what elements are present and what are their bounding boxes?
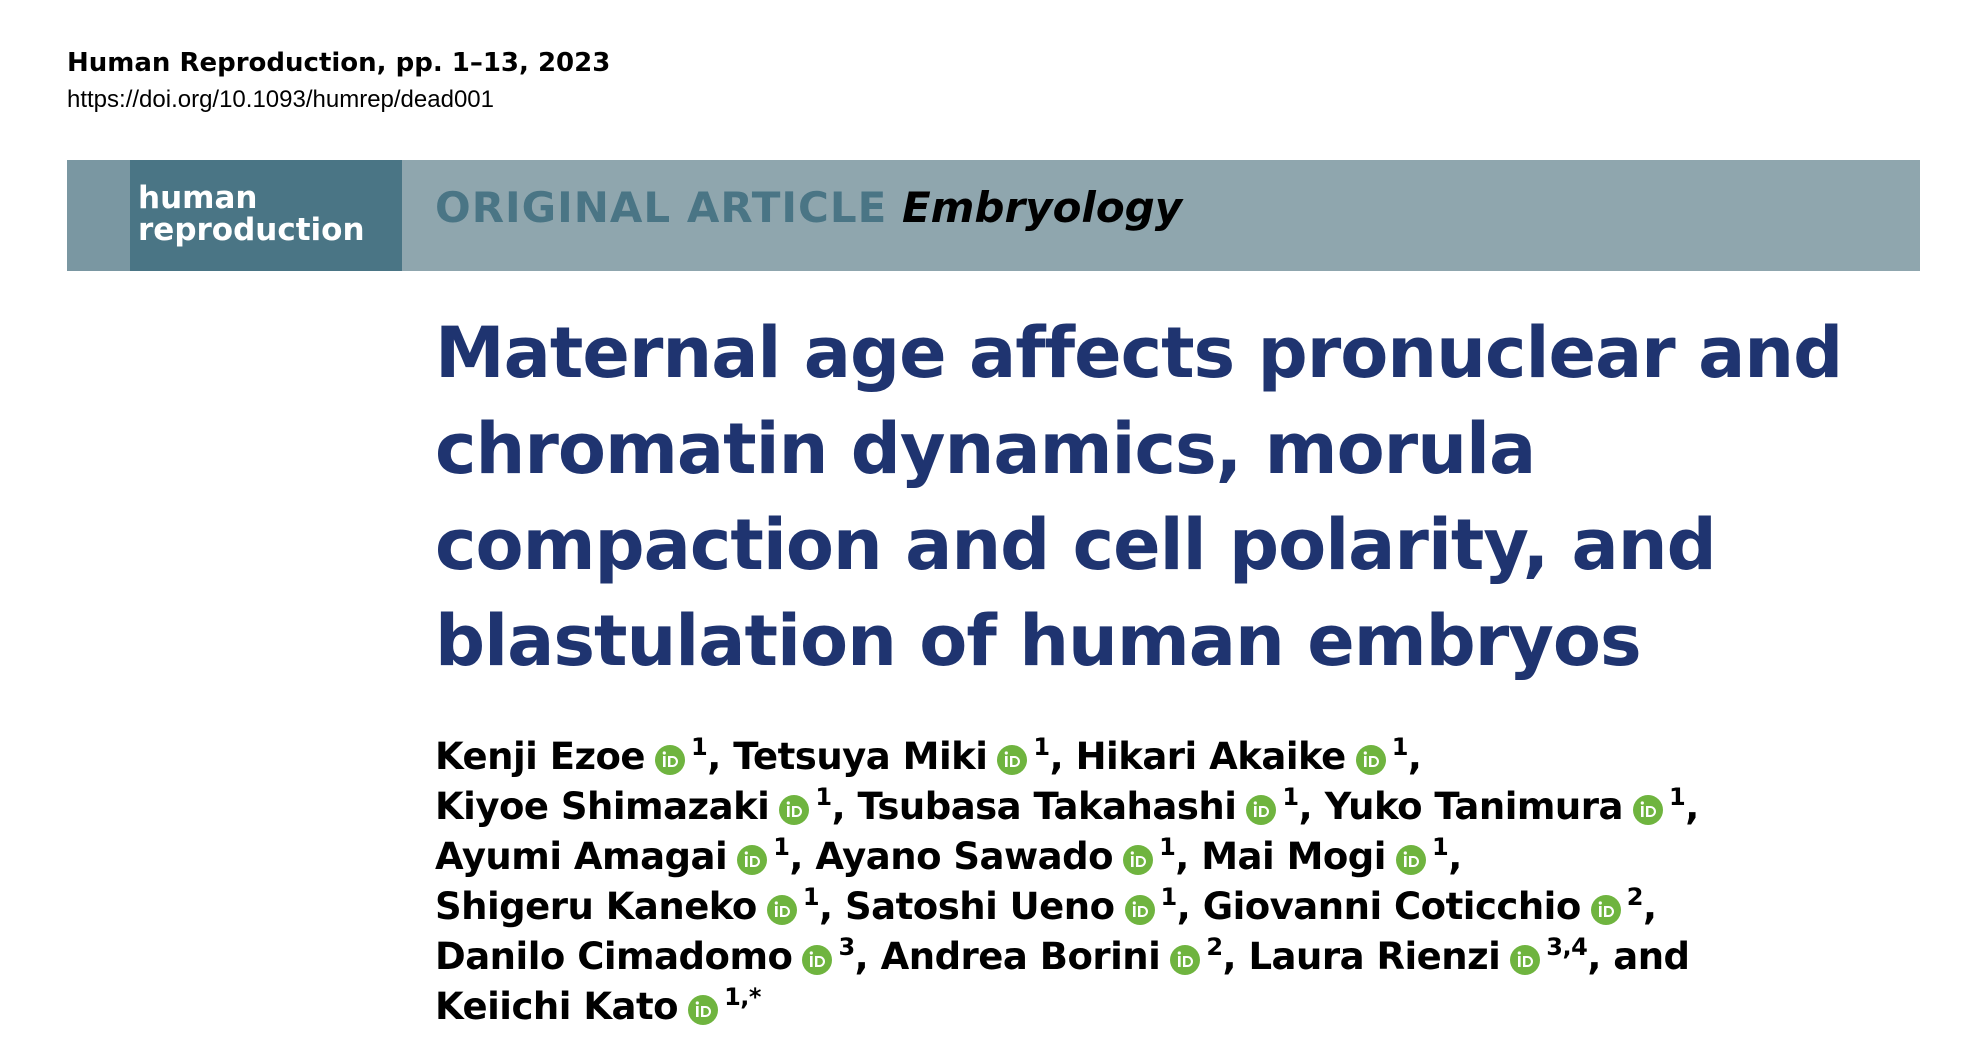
orcid-icon[interactable]	[1510, 945, 1541, 975]
affiliation: 1	[1033, 733, 1050, 761]
orcid-icon[interactable]	[655, 745, 686, 775]
separator: ,	[1176, 885, 1191, 928]
author-name: Giovanni Coticchio	[1202, 885, 1582, 928]
title-line: blastulation of human embryos	[435, 600, 1642, 682]
author-line: Kiyoe Shimazaki 1, Tsubasa Takahashi 1, Yu…	[435, 782, 1699, 832]
affiliation: 3,4	[1546, 933, 1588, 961]
orcid-icon[interactable]	[1123, 845, 1154, 875]
logo-line: reproduction	[138, 212, 365, 248]
section-label: ORIGINAL ARTICLE Embryology	[435, 183, 1182, 232]
orcid-icon[interactable]	[1170, 945, 1201, 975]
author-name: Shigeru Kaneko	[435, 885, 757, 928]
logo-line: human	[138, 180, 258, 216]
affiliation: 1	[1391, 733, 1409, 761]
orcid-icon[interactable]	[1395, 845, 1426, 875]
title-line: compaction and cell polarity, and	[435, 504, 1717, 586]
affiliation: 1	[815, 783, 832, 811]
separator: ,	[854, 935, 869, 978]
separator: ,	[1049, 735, 1064, 778]
affiliation: 1	[1160, 883, 1178, 911]
affiliation: 1	[1669, 783, 1686, 811]
author-name: Satoshi Ueno	[844, 885, 1115, 928]
affiliation: 1	[691, 733, 708, 761]
separator: ,	[789, 835, 803, 878]
journal-citation: Human Reproduction, pp. 1–13, 2023	[67, 48, 611, 78]
author-name: Laura Rienzi	[1248, 935, 1501, 978]
author-name: Kenji Ezoe	[435, 735, 646, 778]
orcid-icon[interactable]	[1355, 745, 1386, 775]
separator: ,	[1685, 785, 1699, 828]
separator: , and	[1587, 935, 1690, 978]
author-name: Yuko Tanimura	[1324, 785, 1624, 828]
author-line: Shigeru Kaneko 1, Satoshi Ueno 1, Giovanni…	[435, 882, 1699, 932]
orcid-icon[interactable]	[1633, 795, 1663, 825]
doi-link[interactable]: https://doi.org/10.1093/humrep/dead001	[67, 86, 494, 113]
author-name: Tetsuya Miki	[733, 735, 988, 778]
separator: ,	[819, 885, 833, 928]
affiliation: 1	[1159, 833, 1176, 861]
author-name: Danilo Cimadomo	[435, 935, 793, 978]
separator: ,	[1175, 835, 1189, 878]
author-name: Tsubasa Takahashi	[857, 785, 1237, 828]
separator: ,	[1642, 885, 1657, 928]
orcid-icon[interactable]	[1590, 895, 1621, 925]
orcid-icon[interactable]	[1124, 895, 1155, 925]
orcid-icon[interactable]	[688, 995, 719, 1025]
author-line: Ayumi Amagai 1, Ayano Sawado 1, Mai Mogi 1,	[435, 832, 1699, 882]
orcid-icon[interactable]	[997, 745, 1028, 775]
author-name: Andrea Borini	[880, 935, 1161, 978]
journal-logo: human reproduction	[130, 160, 402, 271]
author-list: Kenji Ezoe 1, Tetsuya Miki 1, Hikari Akaik…	[435, 732, 1699, 1032]
separator: ,	[831, 785, 846, 828]
orcid-icon[interactable]	[1246, 795, 1277, 825]
separator: ,	[1448, 835, 1462, 878]
author-name: Mai Mogi	[1201, 835, 1386, 878]
orcid-icon[interactable]	[766, 895, 797, 925]
affiliation: 1	[1282, 783, 1299, 811]
orcid-icon[interactable]	[779, 795, 810, 825]
separator: ,	[707, 735, 721, 778]
author-name: Hikari Akaike	[1075, 735, 1347, 778]
separator: ,	[1298, 785, 1313, 828]
section: ORIGINAL ARTICLE	[435, 183, 888, 232]
author-name: Ayumi Amagai	[435, 835, 728, 878]
title-line: Maternal age affects pronuclear and	[435, 312, 1843, 394]
affiliation: 1	[802, 883, 820, 911]
author-name: Ayano Sawado	[815, 835, 1114, 878]
affiliation: 3	[838, 933, 855, 961]
separator: ,	[1222, 935, 1237, 978]
affiliation: 2	[1626, 883, 1644, 911]
title-line: chromatin dynamics, morula	[435, 408, 1536, 490]
banner: human reproduction ORIGINAL ARTICLE Embr…	[67, 160, 1920, 271]
author-name: Keiichi Kato	[435, 985, 679, 1028]
orcid-icon[interactable]	[802, 945, 833, 975]
affiliation: 1	[1431, 833, 1449, 861]
banner-strip	[67, 160, 130, 271]
affiliation: 2	[1206, 933, 1223, 961]
subject: Embryology	[901, 183, 1183, 232]
author-line: Kenji Ezoe 1, Tetsuya Miki 1, Hikari Akaik…	[435, 732, 1699, 782]
author-line: Danilo Cimadomo 3, Andrea Borini 2, Laura …	[435, 932, 1699, 982]
author-line: Keiichi Kato 1,*	[435, 982, 1699, 1032]
article-title: Maternal age affects pronuclear and chrom…	[435, 305, 1843, 689]
separator: ,	[1407, 735, 1422, 778]
orcid-icon[interactable]	[737, 845, 768, 875]
author-name: Kiyoe Shimazaki	[435, 785, 770, 828]
affiliation: 1,*	[724, 983, 761, 1011]
affiliation: 1	[773, 833, 790, 861]
